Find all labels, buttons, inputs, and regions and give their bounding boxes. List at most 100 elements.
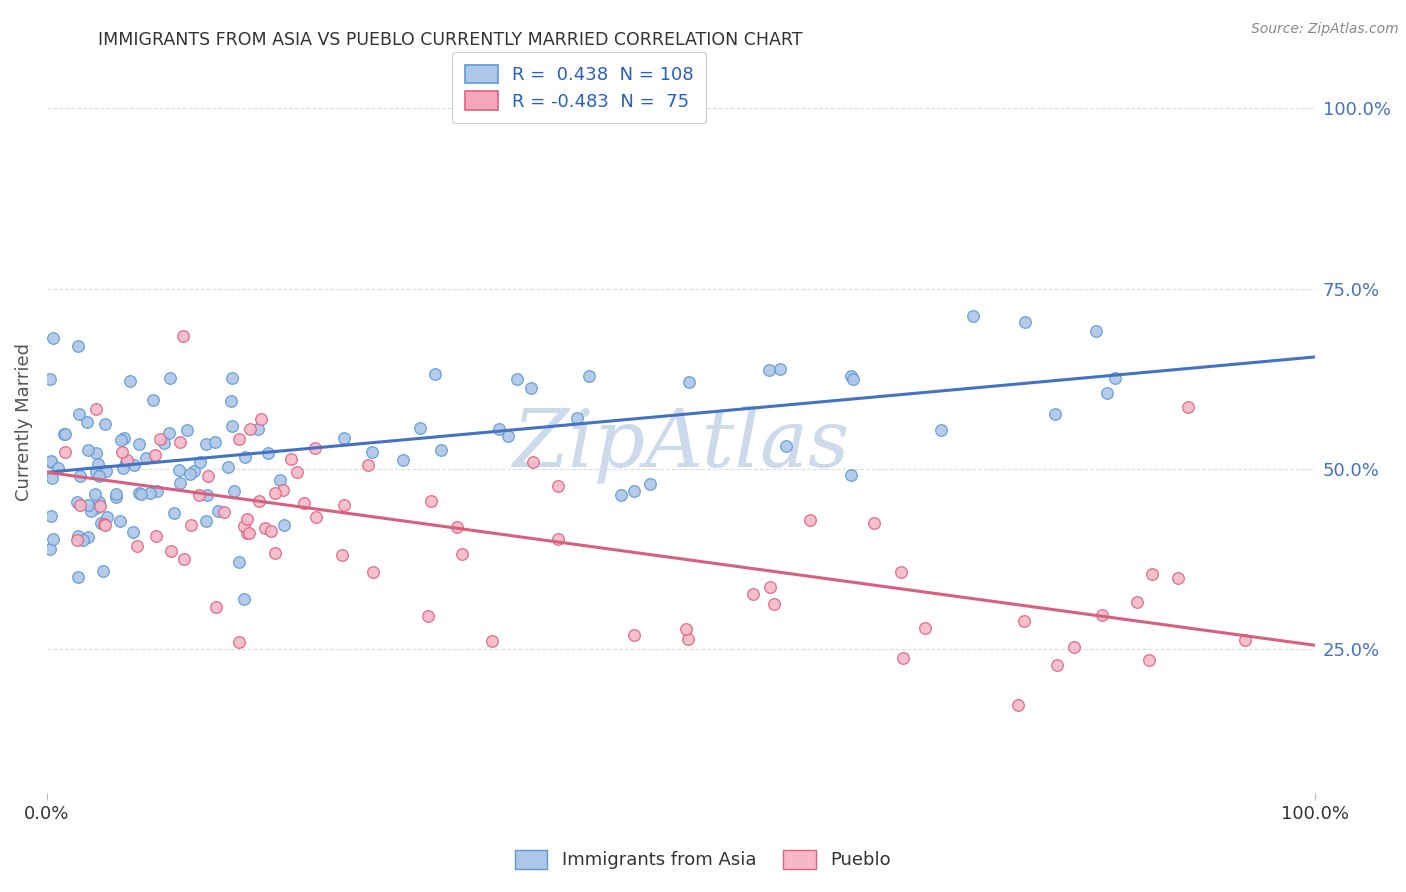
Point: [1137, 653, 1160, 667]
Point: [86, 457, 108, 471]
Point: [361, 565, 384, 579]
Point: [1014, 315, 1036, 329]
Point: [39, 454, 62, 468]
Point: [547, 533, 569, 547]
Point: [235, 512, 257, 526]
Point: [67, 408, 90, 422]
Point: [167, 463, 190, 477]
Point: [72, 533, 94, 547]
Point: [762, 597, 785, 611]
Point: [1095, 386, 1118, 401]
Point: [149, 432, 172, 446]
Point: [87, 495, 110, 509]
Point: [269, 473, 291, 487]
Point: [235, 450, 257, 464]
Point: [104, 486, 127, 500]
Point: [66, 529, 89, 543]
Point: [53, 445, 76, 459]
Point: [52, 427, 75, 442]
Point: [481, 634, 503, 648]
Point: [263, 546, 285, 560]
Point: [233, 591, 256, 606]
Point: [1007, 698, 1029, 713]
Point: [135, 450, 157, 465]
Point: [125, 539, 148, 553]
Point: [110, 444, 132, 458]
Point: [891, 651, 914, 665]
Point: [187, 488, 209, 502]
Point: [1177, 401, 1199, 415]
Point: [194, 514, 217, 528]
Point: [929, 423, 952, 437]
Point: [122, 458, 145, 472]
Point: [488, 422, 510, 436]
Point: [90, 516, 112, 531]
Point: [1091, 608, 1114, 623]
Point: [565, 410, 588, 425]
Legend: R =  0.438  N = 108, R = -0.483  N =  75: R = 0.438 N = 108, R = -0.483 N = 75: [453, 53, 706, 123]
Point: [333, 431, 356, 445]
Point: [678, 375, 700, 389]
Point: [145, 529, 167, 543]
Point: [409, 420, 432, 434]
Point: [94, 517, 117, 532]
Point: [304, 441, 326, 455]
Point: [505, 372, 527, 386]
Point: [157, 426, 180, 441]
Point: [522, 455, 544, 469]
Point: [221, 370, 243, 384]
Point: [38, 372, 60, 386]
Point: [392, 452, 415, 467]
Point: [260, 524, 283, 539]
Point: [839, 467, 862, 482]
Point: [163, 506, 186, 520]
Text: IMMIGRANTS FROM ASIA VS PUEBLO CURRENTLY MARRIED CORRELATION CHART: IMMIGRANTS FROM ASIA VS PUEBLO CURRENTLY…: [98, 31, 803, 49]
Point: [172, 329, 194, 343]
Point: [89, 500, 111, 514]
Text: ZipAtlas: ZipAtlas: [512, 405, 849, 483]
Point: [1233, 633, 1256, 648]
Point: [280, 452, 302, 467]
Point: [250, 412, 273, 426]
Point: [112, 431, 135, 445]
Point: [610, 488, 633, 502]
Point: [1014, 614, 1036, 628]
Point: [1167, 571, 1189, 585]
Point: [914, 621, 936, 635]
Point: [86, 402, 108, 417]
Point: [799, 514, 821, 528]
Point: [142, 392, 165, 407]
Point: [39, 541, 62, 556]
Point: [159, 544, 181, 558]
Point: [207, 504, 229, 518]
Point: [890, 565, 912, 579]
Point: [239, 422, 262, 436]
Point: [69, 468, 91, 483]
Point: [66, 533, 89, 547]
Point: [159, 370, 181, 384]
Point: [222, 483, 245, 498]
Point: [190, 454, 212, 468]
Point: [77, 443, 100, 458]
Point: [839, 369, 862, 384]
Point: [305, 509, 328, 524]
Y-axis label: Currently Married: Currently Married: [15, 343, 32, 500]
Point: [775, 440, 797, 454]
Point: [91, 564, 114, 578]
Point: [1126, 595, 1149, 609]
Point: [496, 429, 519, 443]
Point: [271, 483, 294, 497]
Point: [423, 368, 446, 382]
Point: [195, 487, 218, 501]
Point: [128, 485, 150, 500]
Point: [128, 437, 150, 451]
Point: [263, 486, 285, 500]
Point: [122, 524, 145, 539]
Point: [84, 501, 107, 516]
Point: [228, 634, 250, 648]
Text: Source: ZipAtlas.com: Source: ZipAtlas.com: [1251, 22, 1399, 37]
Point: [547, 478, 569, 492]
Point: [110, 434, 132, 448]
Point: [253, 521, 276, 535]
Point: [863, 516, 886, 530]
